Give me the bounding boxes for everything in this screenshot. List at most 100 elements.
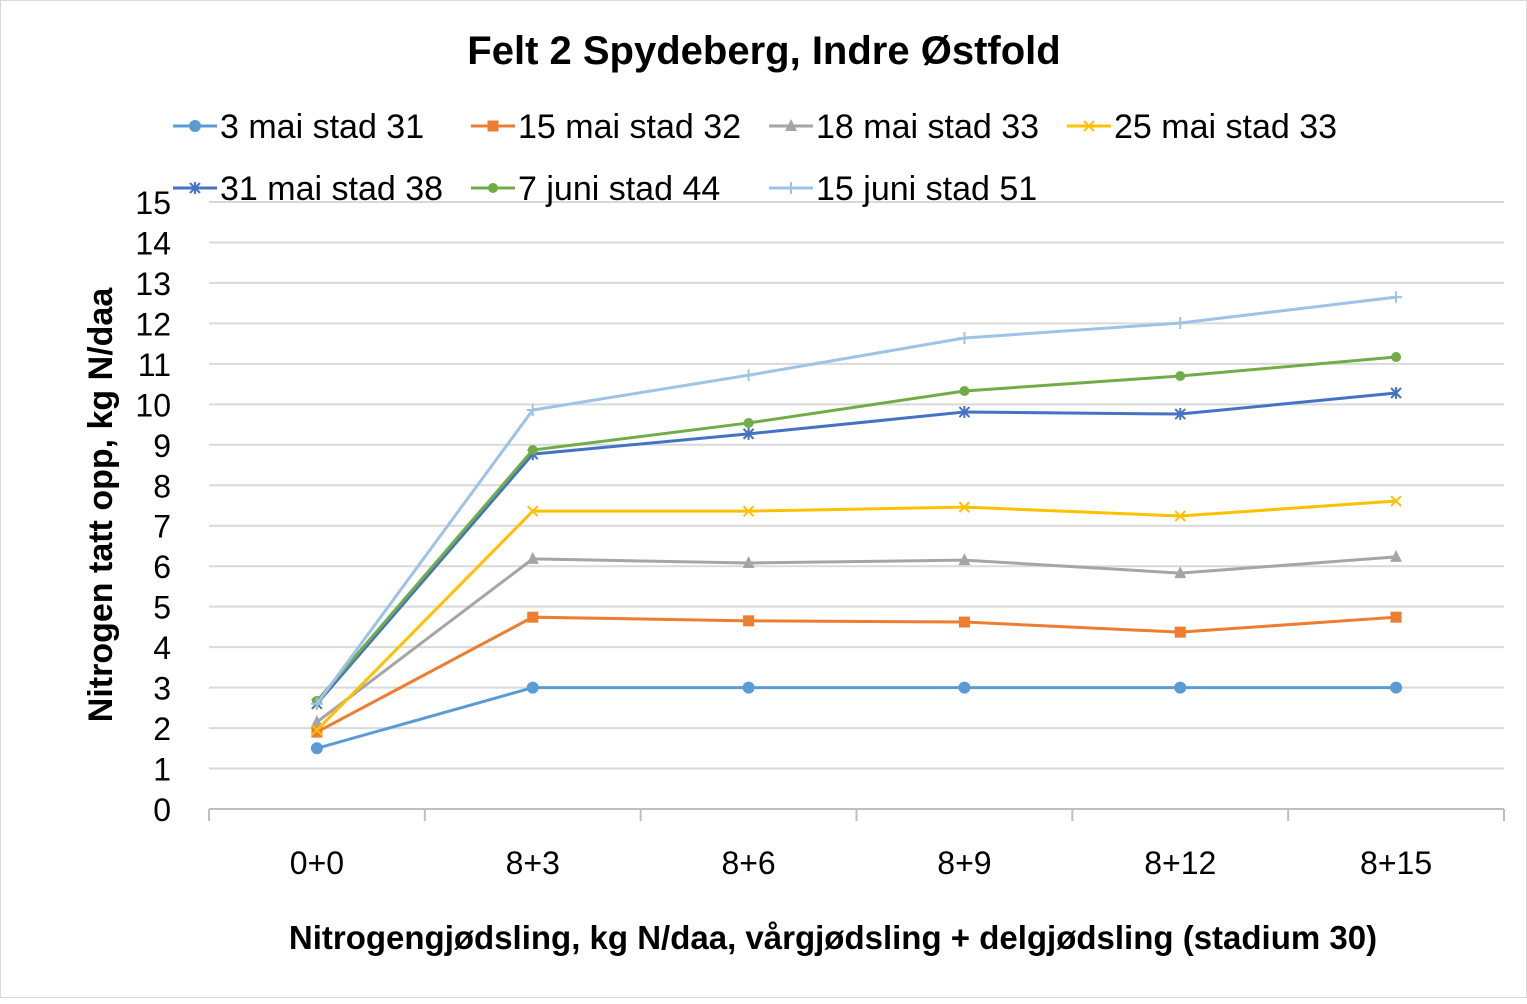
y-axis-label: Nitrogen tatt opp, kg N/daa (82, 287, 120, 723)
legend-label: 3 mai stad 31 (220, 108, 424, 146)
series-group (310, 291, 1403, 755)
x-tick-label: 8+6 (721, 845, 775, 881)
y-tick-label: 3 (153, 671, 171, 707)
data-point (1174, 681, 1187, 694)
data-point (958, 681, 971, 694)
data-point (1174, 626, 1186, 638)
data-point (742, 555, 755, 568)
data-point (1390, 549, 1403, 562)
data-point (1175, 371, 1186, 382)
data-point (526, 551, 539, 564)
data-point (785, 119, 797, 131)
y-tick-label: 4 (153, 630, 171, 666)
series-6 (310, 291, 1403, 710)
series-line (316, 555, 1397, 724)
x-tick-label: 8+12 (1144, 845, 1216, 881)
data-point (958, 616, 970, 628)
data-point (526, 681, 539, 694)
data-point (189, 120, 201, 132)
data-point (1390, 495, 1402, 507)
data-point (311, 726, 323, 738)
legend: 3 mai stad 31 15 mai stad 32 18 mai stad 3… (173, 108, 1337, 208)
x-tick-label: 8+9 (937, 845, 991, 881)
legend-item: 15 juni stad 51 (769, 170, 1037, 208)
data-point (487, 120, 499, 132)
data-point (959, 385, 970, 396)
y-tick-label: 2 (153, 711, 171, 747)
y-tick-label: 15 (135, 185, 171, 221)
series-line (316, 615, 1397, 734)
legend-item: 7 juni stad 44 (471, 170, 720, 208)
data-point (742, 505, 755, 517)
data-point (1174, 510, 1186, 522)
legend-label: 18 mai stad 33 (816, 108, 1039, 146)
y-tick-label: 12 (135, 306, 171, 342)
data-point (527, 611, 539, 623)
series-line (315, 499, 1397, 732)
y-tick-label: 11 (138, 347, 171, 383)
y-tick-label: 9 (153, 428, 171, 464)
series-line (315, 391, 1397, 705)
data-point (1390, 611, 1402, 623)
legend-label: 15 mai stad 32 (518, 108, 741, 146)
y-tick-label: 8 (153, 468, 171, 504)
data-point (958, 331, 971, 344)
legend-label: 25 mai stad 33 (1114, 108, 1337, 146)
x-tick-label: 8+3 (506, 845, 560, 881)
series-2 (310, 549, 1403, 727)
data-point (742, 369, 755, 382)
gridlines (209, 201, 1504, 770)
data-point (1390, 291, 1403, 304)
y-tick-label: 1 (153, 752, 171, 788)
legend-label: 15 juni stad 51 (816, 170, 1037, 208)
y-tick-label: 13 (135, 266, 171, 302)
data-point (310, 742, 323, 755)
data-point (527, 445, 538, 456)
data-point (1391, 351, 1402, 362)
legend-label: 7 juni stad 44 (518, 170, 720, 208)
series-1 (311, 611, 1402, 738)
legend-item: 31 mai stad 38 (173, 170, 443, 208)
series-3 (311, 495, 1402, 736)
data-point (527, 505, 539, 517)
data-point (742, 681, 755, 694)
data-point (743, 417, 754, 428)
data-point (1083, 120, 1095, 132)
data-point (743, 615, 755, 627)
y-tick-label: 5 (153, 590, 171, 626)
data-point (310, 714, 323, 727)
x-axis-label: Nitrogengjødsling, kg N/daa, vårgjødslin… (289, 919, 1377, 956)
legend-label: 31 mai stad 38 (220, 170, 443, 208)
data-point (1174, 408, 1186, 421)
y-tick-label: 7 (153, 509, 171, 545)
series-4 (311, 387, 1402, 710)
data-point (958, 406, 971, 419)
data-point (1174, 566, 1187, 579)
y-tick-label: 10 (135, 387, 171, 423)
series-line (316, 686, 1397, 750)
data-point (310, 697, 323, 710)
x-tick-label: 8+15 (1360, 845, 1432, 881)
legend-item: 25 mai stad 33 (1067, 108, 1337, 146)
x-tick-label: 0+0 (290, 845, 344, 881)
data-point (742, 427, 755, 440)
data-point (1390, 387, 1402, 400)
data-point (958, 501, 971, 513)
data-point (785, 182, 797, 194)
data-point (526, 403, 539, 416)
series-0 (310, 681, 1403, 755)
y-tick-label: 0 (153, 792, 171, 828)
legend-item: 3 mai stad 31 (173, 108, 424, 146)
data-point (189, 182, 201, 194)
chart-title: Felt 2 Spydeberg, Indre Østfold (467, 29, 1060, 73)
series-line (315, 355, 1397, 702)
legend-item: 18 mai stad 33 (769, 108, 1039, 146)
data-point (311, 724, 323, 736)
data-point (1390, 681, 1403, 694)
series-line (315, 295, 1397, 705)
y-tick-label: 6 (153, 549, 171, 585)
legend-item: 15 mai stad 32 (471, 108, 741, 146)
